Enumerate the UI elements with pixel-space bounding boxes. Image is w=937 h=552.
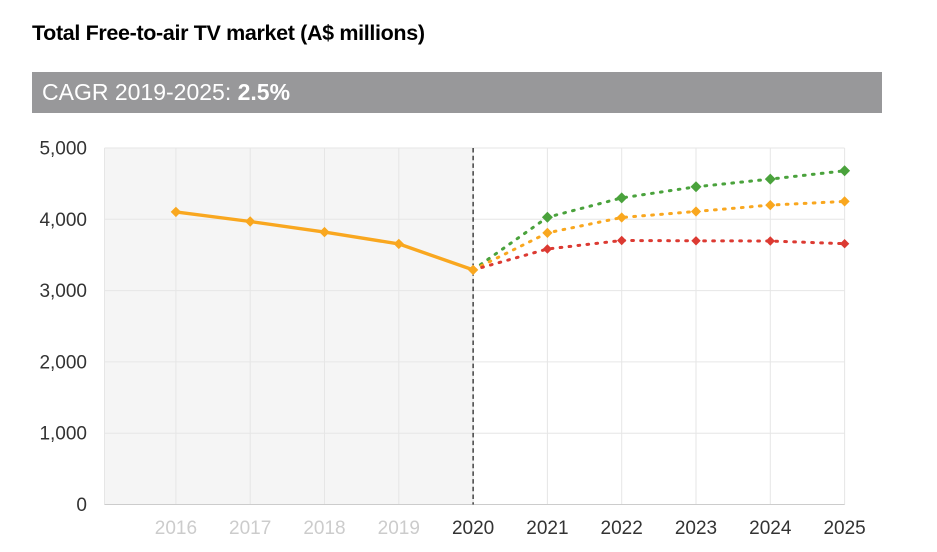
svg-text:5,000: 5,000 bbox=[39, 139, 87, 160]
svg-text:3,000: 3,000 bbox=[39, 281, 87, 302]
svg-text:2020: 2020 bbox=[452, 518, 494, 539]
svg-text:2021: 2021 bbox=[526, 518, 568, 539]
svg-text:2019: 2019 bbox=[378, 518, 420, 539]
svg-text:2,000: 2,000 bbox=[39, 352, 87, 373]
svg-text:2022: 2022 bbox=[601, 518, 643, 539]
svg-text:1,000: 1,000 bbox=[39, 424, 87, 445]
svg-text:2023: 2023 bbox=[675, 518, 717, 539]
svg-text:2017: 2017 bbox=[229, 518, 271, 539]
svg-text:0: 0 bbox=[76, 495, 87, 516]
svg-text:2016: 2016 bbox=[155, 518, 197, 539]
svg-text:2025: 2025 bbox=[823, 518, 865, 539]
svg-text:2018: 2018 bbox=[303, 518, 345, 539]
svg-text:2024: 2024 bbox=[749, 518, 792, 539]
svg-text:4,000: 4,000 bbox=[39, 210, 87, 231]
